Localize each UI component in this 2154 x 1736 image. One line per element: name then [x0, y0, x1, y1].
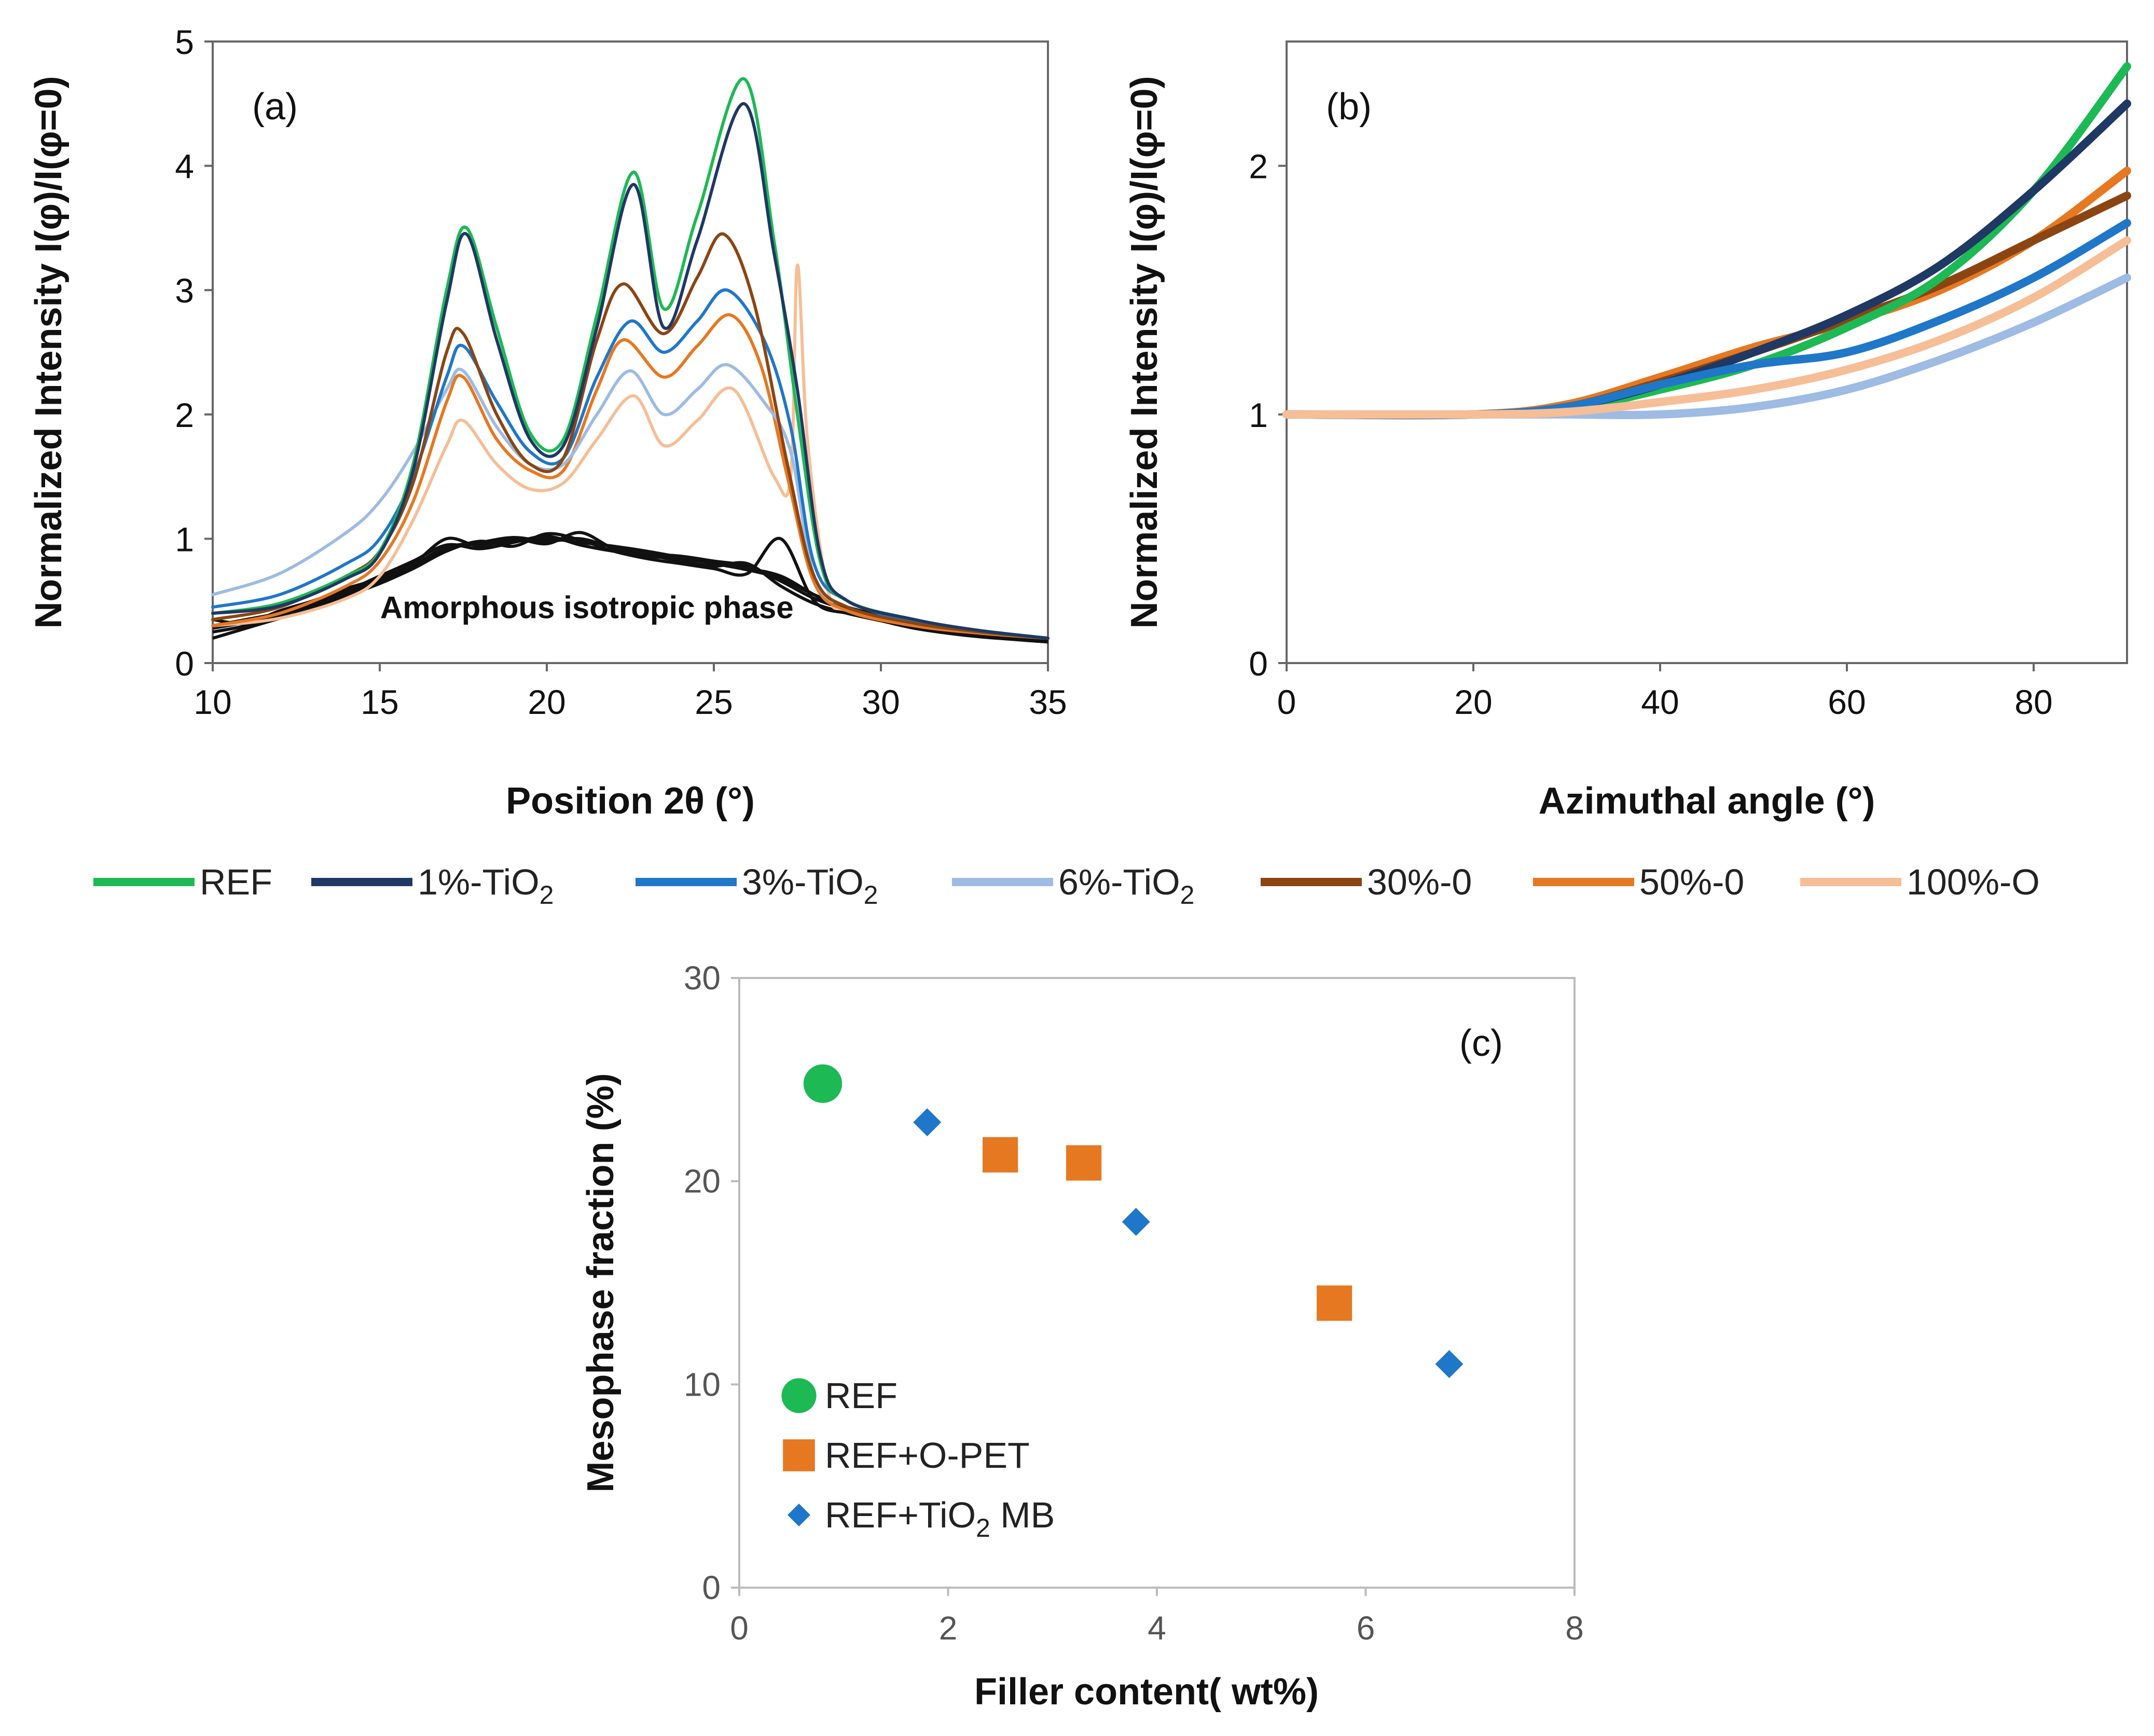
x-axis-title: Position 2θ (°): [506, 780, 755, 822]
legend-label-text: REF: [825, 1375, 898, 1416]
x-tick-label: 6: [1357, 1609, 1375, 1647]
legend-label: 3%-TiO2: [742, 862, 878, 910]
y-tick-label: 20: [684, 1163, 721, 1200]
legend-marker: [788, 1504, 810, 1526]
legend-label: 6%-TiO2: [1058, 862, 1194, 910]
y-axis-title: Normalized Intensity I(φ)/I(φ=0): [28, 76, 70, 628]
legend-label-text: 1%-TiO: [418, 862, 540, 902]
series-line-30%-O: [211, 232, 1050, 640]
data-point-diamond: [1122, 1208, 1150, 1236]
scatter-legend-label: REF+O-PET: [825, 1435, 1030, 1476]
y-tick-label: 2: [1249, 147, 1268, 186]
legend-label-text: REF+O-PET: [825, 1435, 1030, 1476]
x-tick-label: 60: [1828, 683, 1866, 721]
panel-label: (c): [1459, 1023, 1503, 1064]
legend-label-subscript: 2: [1180, 880, 1195, 910]
data-point-square: [983, 1137, 1018, 1173]
series-line-1%-TiO2: [211, 102, 1050, 640]
x-tick-label: 30: [862, 683, 900, 721]
x-tick-label: 35: [1029, 683, 1067, 721]
x-tick-label: 25: [695, 683, 733, 721]
x-tick-label: 8: [1565, 1609, 1584, 1647]
y-tick-label: 10: [684, 1366, 721, 1403]
legend-label: 1%-TiO2: [418, 862, 554, 910]
y-tick-label: 4: [175, 147, 194, 186]
y-axis-title: Normalized Intensity I(φ)/I(φ=0): [1124, 76, 1165, 628]
y-tick-label: 0: [1249, 644, 1268, 683]
legend-label-text: 50%-0: [1639, 862, 1744, 902]
legend-label-text: 6%-TiO: [1058, 862, 1180, 902]
x-tick-label: 20: [528, 683, 565, 721]
y-axis-title: Mesophase fraction (%): [580, 1073, 622, 1492]
y-tick-label: 2: [175, 396, 194, 434]
panel-label: (a): [252, 86, 298, 128]
y-tick-label: 1: [175, 520, 194, 558]
legend-label: 50%-0: [1639, 862, 1744, 902]
legend-label-text: 100%-O: [1907, 862, 2040, 902]
scatter-legend-label: REF: [825, 1375, 898, 1416]
x-tick-label: 15: [361, 683, 398, 721]
y-tick-label: 0: [702, 1569, 721, 1606]
legend-label: 100%-O: [1907, 862, 2040, 902]
legend-label-subscript: 2: [864, 880, 878, 910]
legend-label-subscript: 2: [540, 880, 554, 910]
data-point-diamond: [913, 1108, 942, 1137]
y-tick-label: 5: [175, 23, 194, 61]
x-tick-label: 10: [194, 683, 231, 721]
x-tick-label: 80: [2014, 683, 2052, 721]
data-point-diamond: [1435, 1350, 1463, 1379]
panel-b-chart: 0 20 40 60 80 0 1 2 (b) Azimuthal angle (°) Normal…: [1124, 40, 2131, 822]
legend-label-text: REF+TiO: [825, 1495, 976, 1535]
legend-label-text: 3%-TiO: [742, 862, 864, 902]
series-line-100%-O: [1282, 236, 2131, 419]
legend-marker: [783, 1439, 815, 1471]
panel-a-chart: 10 15 20 25 30 35 0 1 2 3 4 5 (a) Amorphous isotropic…: [28, 23, 1067, 822]
plot-frame: [212, 40, 1049, 664]
series-line-3%-TiO2: [1282, 218, 2131, 419]
x-tick-label: 0: [1277, 683, 1296, 721]
x-axis-title: Azimuthal angle (°): [1539, 780, 1875, 822]
plot-frame: [1286, 40, 2128, 664]
phase-annotation: Amorphous isotropic phase: [380, 590, 794, 625]
legend-label-text: REF: [200, 862, 272, 902]
scatter-legend-label: REF+TiO2 MB: [825, 1495, 1055, 1542]
legend-label-tail: MB: [990, 1495, 1055, 1535]
x-tick-label: 20: [1454, 683, 1492, 721]
series-line-50%-O: [211, 313, 1050, 640]
series-legend: REF 1%-TiO2 3%-TiO2 6%-TiO2 30%-0 50%-0 100%-O: [93, 862, 2040, 910]
y-tick-label: 1: [1249, 396, 1268, 434]
legend-marker: [781, 1378, 817, 1413]
legend-label: 30%-0: [1367, 862, 1472, 902]
legend-label-text: 30%-0: [1367, 862, 1472, 902]
legend-label: REF: [200, 862, 272, 902]
data-point-circle: [803, 1064, 843, 1103]
y-tick-label: 3: [175, 271, 194, 310]
legend-label-subscript: 2: [976, 1513, 990, 1542]
x-tick-label: 40: [1641, 683, 1679, 721]
x-tick-label: 2: [939, 1609, 958, 1647]
y-tick-label: 0: [175, 644, 194, 683]
x-axis-title: Filler content( wt%): [974, 1671, 1319, 1713]
panel-label: (b): [1326, 86, 1372, 128]
data-point-square: [1066, 1145, 1102, 1181]
y-tick-label: 30: [684, 959, 721, 997]
x-tick-label: 4: [1148, 1609, 1166, 1647]
x-tick-label: 0: [730, 1609, 749, 1647]
data-point-square: [1317, 1285, 1352, 1321]
